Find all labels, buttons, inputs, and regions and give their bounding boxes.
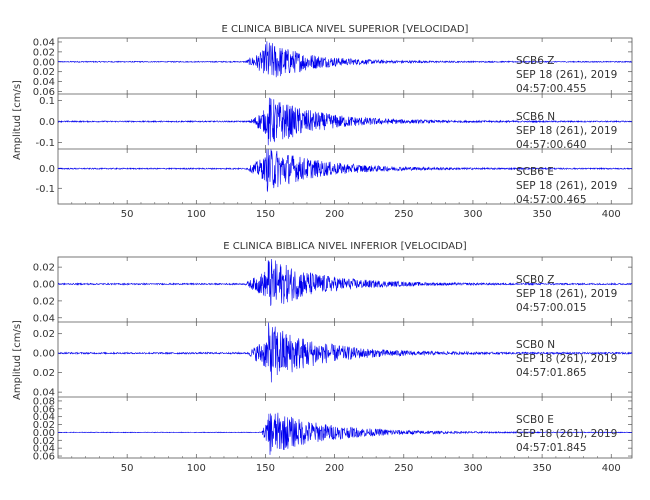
y-tick-label: 0.02: [33, 47, 55, 58]
chart-title: E CLINICA BIBLICA NIVEL INFERIOR [VELOCI…: [223, 241, 467, 252]
y-tick-label: 0.04: [33, 77, 55, 88]
trace-panel-2: -0.1 0.0 SCB6 E SEP 18 (261), 2019 04:57:00.…: [35, 148, 633, 206]
time-label: 04:57:00.455: [516, 83, 587, 95]
station-component-label: SCB0 Z: [516, 274, 554, 286]
y-tick-label: 0.06: [33, 87, 55, 98]
y-tick-label: 0.02: [33, 368, 55, 379]
waveform-trace: [57, 41, 633, 78]
waveform-trace: [57, 97, 633, 146]
y-tick-label: 0.02: [33, 329, 55, 340]
y-tick-label: -0.1: [35, 184, 55, 195]
x-tick-label: 250: [394, 463, 413, 474]
y-tick-label: 0.00: [33, 57, 55, 68]
time-label: 04:57:00.465: [516, 194, 587, 206]
station-component-label: SCB6 E: [516, 166, 554, 178]
y-tick-label: 0.00: [33, 280, 55, 291]
y-tick-label: 0.04: [33, 412, 55, 423]
date-label: SEP 18 (261), 2019: [516, 180, 617, 192]
y-tick-label: 0.06: [33, 404, 55, 415]
time-label: 04:57:01.865: [516, 367, 587, 379]
x-tick-label: 300: [463, 463, 482, 474]
y-tick-label: 0.04: [33, 388, 55, 399]
y-tick-label: 0.02: [33, 436, 55, 447]
date-label: SEP 18 (261), 2019: [516, 428, 617, 440]
date-label: SEP 18 (261), 2019: [516, 288, 617, 300]
y-tick-label: 0.02: [33, 420, 55, 431]
x-tick-label: 100: [187, 209, 206, 220]
x-tick-label: 150: [256, 463, 275, 474]
x-tick-label: 350: [533, 209, 552, 220]
y-tick-label: 0.06: [33, 452, 55, 463]
trace-panel-1: -0.1 0.0 0.1 SCB6 N SEP 18 (261), 2019 04:57:…: [35, 93, 633, 151]
date-label: SEP 18 (261), 2019: [516, 353, 617, 365]
x-tick-label: 50: [121, 463, 134, 474]
y-tick-label: 0.0: [39, 117, 55, 128]
y-tick-label: 0.1: [39, 96, 55, 107]
x-tick-label: 150: [256, 209, 275, 220]
x-tick-label: 400: [602, 209, 621, 220]
time-label: 04:57:00.015: [516, 302, 587, 314]
station-component-label: SCB0 E: [516, 414, 554, 426]
y-axis-label: Amplitud [cm/s]: [12, 80, 23, 160]
chart-group-1: E CLINICA BIBLICA NIVEL INFERIOR [VELOCI…: [12, 241, 633, 474]
plot-frame: [57, 37, 633, 205]
waveform-trace: [57, 149, 633, 193]
x-tick-label: 100: [187, 463, 206, 474]
chart-group-0: E CLINICA BIBLICA NIVEL SUPERIOR [VELOCI…: [12, 24, 633, 220]
time-label: 04:57:01.845: [516, 442, 587, 454]
y-tick-label: 0.0: [39, 164, 55, 175]
waveform-trace: [57, 322, 633, 383]
trace-panel-1: 0.04 0.02 0.00 0.02 SCB0 N SEP 18 (261), 2019…: [33, 321, 633, 399]
waveform-trace: [57, 412, 633, 455]
date-label: SEP 18 (261), 2019: [516, 69, 617, 81]
y-tick-label: 0.08: [33, 396, 55, 407]
x-tick-label: 50: [121, 209, 134, 220]
x-tick-label: 350: [533, 463, 552, 474]
date-label: SEP 18 (261), 2019: [516, 125, 617, 137]
station-component-label: SCB6 N: [516, 111, 555, 123]
y-tick-label: 0.04: [33, 444, 55, 455]
plot-frame: [57, 256, 633, 459]
chart-title: E CLINICA BIBLICA NIVEL SUPERIOR [VELOCI…: [222, 24, 469, 35]
x-tick-label: 200: [325, 209, 344, 220]
y-axis-label: Amplitud [cm/s]: [12, 320, 23, 400]
station-component-label: SCB0 N: [516, 339, 555, 351]
x-tick-label: 400: [602, 463, 621, 474]
y-tick-label: 0.04: [33, 313, 55, 324]
station-component-label: SCB6 Z: [516, 55, 554, 67]
time-label: 04:57:00.640: [516, 139, 587, 151]
y-tick-label: 0.02: [33, 263, 55, 274]
x-tick-label: 200: [325, 463, 344, 474]
trace-panel-0: 0.04 0.02 0.00 0.02 SCB0 Z SEP 18 (261), 2019…: [33, 258, 633, 324]
x-tick-label: 250: [394, 209, 413, 220]
y-tick-label: 0.02: [33, 67, 55, 78]
y-tick-label: -0.1: [35, 138, 55, 149]
y-tick-label: 0.00: [33, 428, 55, 439]
y-tick-label: 0.02: [33, 296, 55, 307]
y-tick-label: 0.04: [33, 37, 55, 48]
x-tick-label: 300: [463, 209, 482, 220]
waveform-trace: [57, 258, 633, 306]
y-tick-label: 0.00: [33, 349, 55, 360]
